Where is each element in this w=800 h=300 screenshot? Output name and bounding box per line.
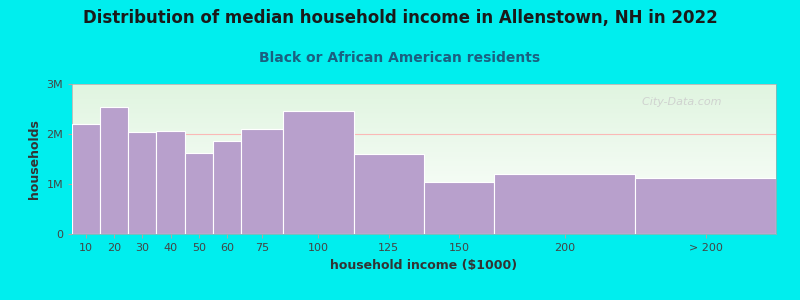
- Bar: [157, 130, 185, 234]
- Text: Black or African American residents: Black or African American residents: [259, 51, 541, 65]
- Text: City-Data.com: City-Data.com: [635, 97, 722, 107]
- Bar: [72, 124, 100, 234]
- Bar: [635, 178, 776, 234]
- Text: Distribution of median household income in Allenstown, NH in 2022: Distribution of median household income …: [82, 9, 718, 27]
- Bar: [424, 182, 494, 234]
- Bar: [494, 174, 635, 234]
- Bar: [241, 129, 283, 234]
- X-axis label: household income ($1000): household income ($1000): [330, 259, 518, 272]
- Bar: [354, 154, 424, 234]
- Bar: [283, 111, 354, 234]
- Bar: [185, 152, 213, 234]
- Bar: [128, 131, 157, 234]
- Bar: [213, 140, 241, 234]
- Y-axis label: households: households: [28, 119, 41, 199]
- Bar: [100, 106, 128, 234]
